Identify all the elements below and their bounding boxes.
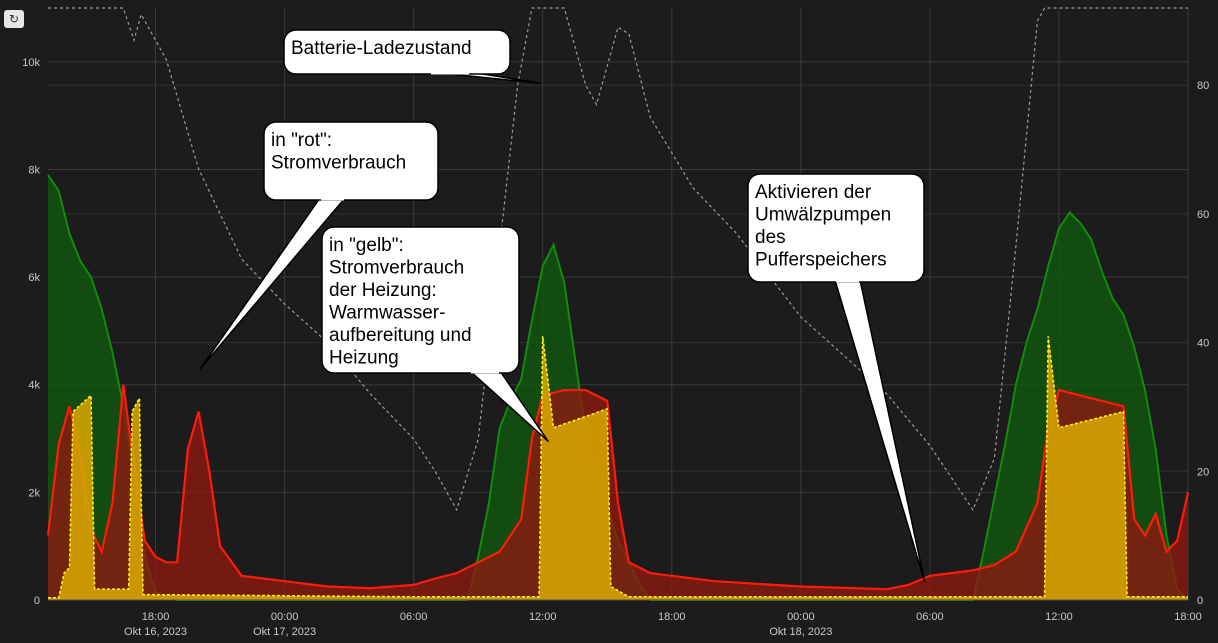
- y-right-tick-label: 80: [1197, 80, 1209, 92]
- callout-2: in "rot":Stromverbrauch: [199, 121, 439, 370]
- callout-4: Aktivieren derUmwälzpumpendesPufferspeic…: [747, 173, 926, 582]
- callout-text-line: Warmwasser-: [329, 303, 445, 324]
- callout-box: [321, 226, 520, 374]
- y-right-tick-label: 60: [1197, 209, 1209, 221]
- callout-tail: [834, 279, 926, 582]
- series-yellow-line: [48, 336, 1188, 599]
- callout-box: [283, 29, 511, 75]
- x-tick-label: 06:00: [916, 611, 944, 623]
- callout-text-line: des: [755, 227, 786, 248]
- x-tick-label: 18:00: [142, 611, 170, 623]
- callout-text-line: Stromverbrauch: [271, 153, 406, 174]
- callout-box: [263, 121, 439, 201]
- callout-text-line: aufbereitung und: [329, 325, 472, 346]
- y-right-tick-label: 40: [1197, 338, 1209, 350]
- y-left-tick-label: 6k: [28, 272, 40, 284]
- callout-text-line: Aktivieren der: [755, 182, 872, 203]
- y-left-tick-label: 10k: [22, 57, 40, 69]
- callout-text-line: Umwälzpumpen: [755, 205, 891, 226]
- callout-text-line: Heizung: [329, 348, 399, 369]
- callout-1: Batterie-Ladezustand: [283, 29, 542, 85]
- x-tick-label: 06:00: [400, 611, 428, 623]
- y-left-tick-label: 2k: [28, 487, 40, 499]
- x-tick-label: 18:00: [658, 611, 686, 623]
- x-tick-label: 12:00: [529, 611, 557, 623]
- x-tick-label: 00:00: [271, 611, 299, 623]
- x-tick-label: 18:00: [1174, 611, 1202, 623]
- y-left-tick-label: 8k: [28, 164, 40, 176]
- y-left-tick-label: 4k: [28, 380, 40, 392]
- x-tick-sublabel: Okt 18, 2023: [769, 626, 832, 638]
- series-soc-line: [48, 7, 1188, 512]
- x-tick-sublabel: Okt 16, 2023: [124, 626, 187, 638]
- x-tick-sublabel: Okt 17, 2023: [253, 626, 316, 638]
- callout-text-line: Stromverbrauch: [329, 258, 464, 279]
- y-right-tick-label: 0: [1197, 595, 1203, 607]
- series-layer: [46, 7, 1190, 601]
- callout-text-line: in "rot":: [271, 130, 332, 151]
- callout-text-line: Pufferspeichers: [755, 250, 887, 271]
- callout-text-line: Batterie-Ladezustand: [291, 38, 472, 59]
- callout-text-line: der Heizung:: [329, 280, 437, 301]
- refresh-button[interactable]: ↻: [4, 10, 24, 28]
- refresh-icon: ↻: [8, 12, 20, 26]
- x-tick-label: 00:00: [787, 611, 815, 623]
- callout-text-line: in "gelb":: [329, 235, 404, 256]
- y-left-tick-label: 0: [34, 595, 40, 607]
- y-right-tick-label: 20: [1197, 466, 1209, 478]
- x-tick-label: 12:00: [1045, 611, 1073, 623]
- axes: 0 2k 4k 6k 8k 10k 0 20 40 60 80 18:00 Okt 16, 2023 00…: [22, 57, 1209, 638]
- series-yellow-area: [48, 336, 1188, 600]
